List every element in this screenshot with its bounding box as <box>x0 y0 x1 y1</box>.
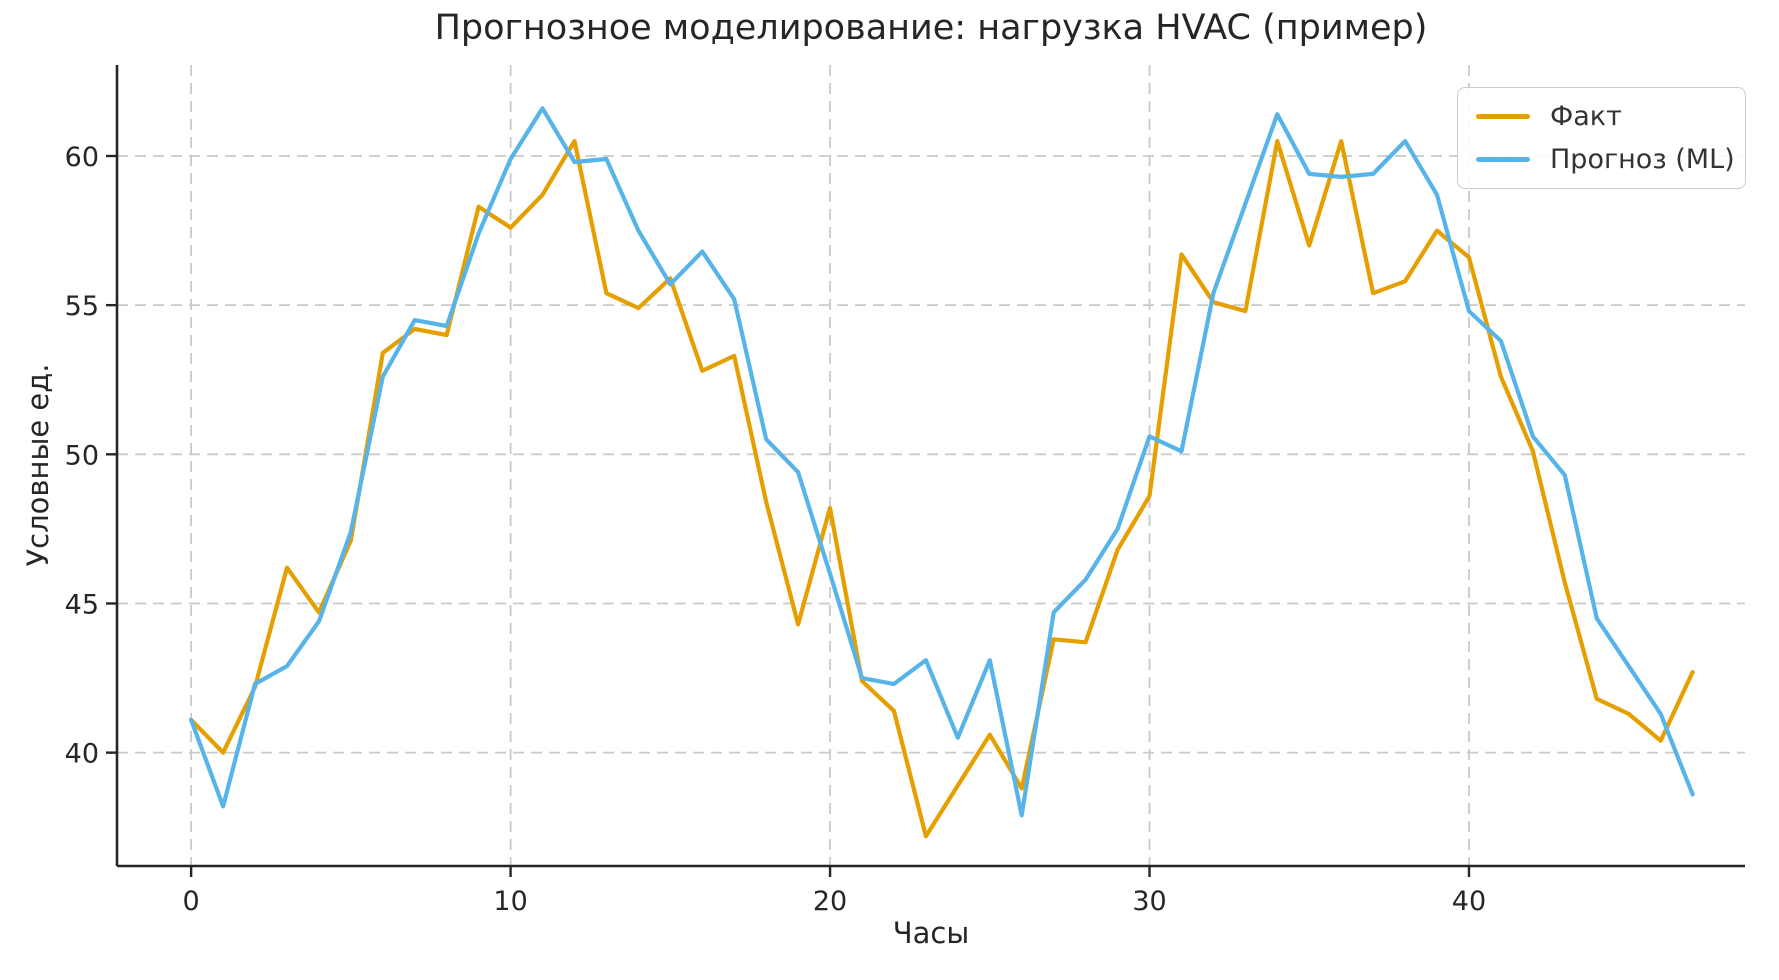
x-tick-label: 0 <box>183 886 200 917</box>
x-tick-label: 30 <box>1132 886 1166 917</box>
chart-title: Прогнозное моделирование: нагрузка HVAC … <box>434 8 1428 48</box>
y-tick-label: 60 <box>65 142 99 173</box>
x-tick-label: 20 <box>813 886 847 917</box>
y-tick-label: 55 <box>65 291 99 322</box>
series-line-fact <box>189 139 1695 839</box>
fact-line-swatch <box>1476 114 1530 119</box>
series-line-forecast <box>189 106 1695 818</box>
x-tick-label: 40 <box>1452 886 1486 917</box>
legend-label-forecast: Прогноз (ML) <box>1550 144 1735 175</box>
y-tick-label: 45 <box>65 589 99 620</box>
legend: Факт Прогноз (ML) <box>1457 87 1746 189</box>
legend-label-fact: Факт <box>1550 101 1622 132</box>
y-axis-label: Условные ед. <box>21 363 55 567</box>
x-tick-label: 10 <box>493 886 527 917</box>
legend-item-fact: Факт <box>1476 101 1725 132</box>
y-tick-label: 50 <box>65 440 99 471</box>
forecast-line-swatch <box>1476 157 1530 162</box>
x-axis-label: Часы <box>892 916 970 950</box>
y-tick-label: 40 <box>65 739 99 770</box>
legend-item-forecast: Прогноз (ML) <box>1476 144 1735 175</box>
